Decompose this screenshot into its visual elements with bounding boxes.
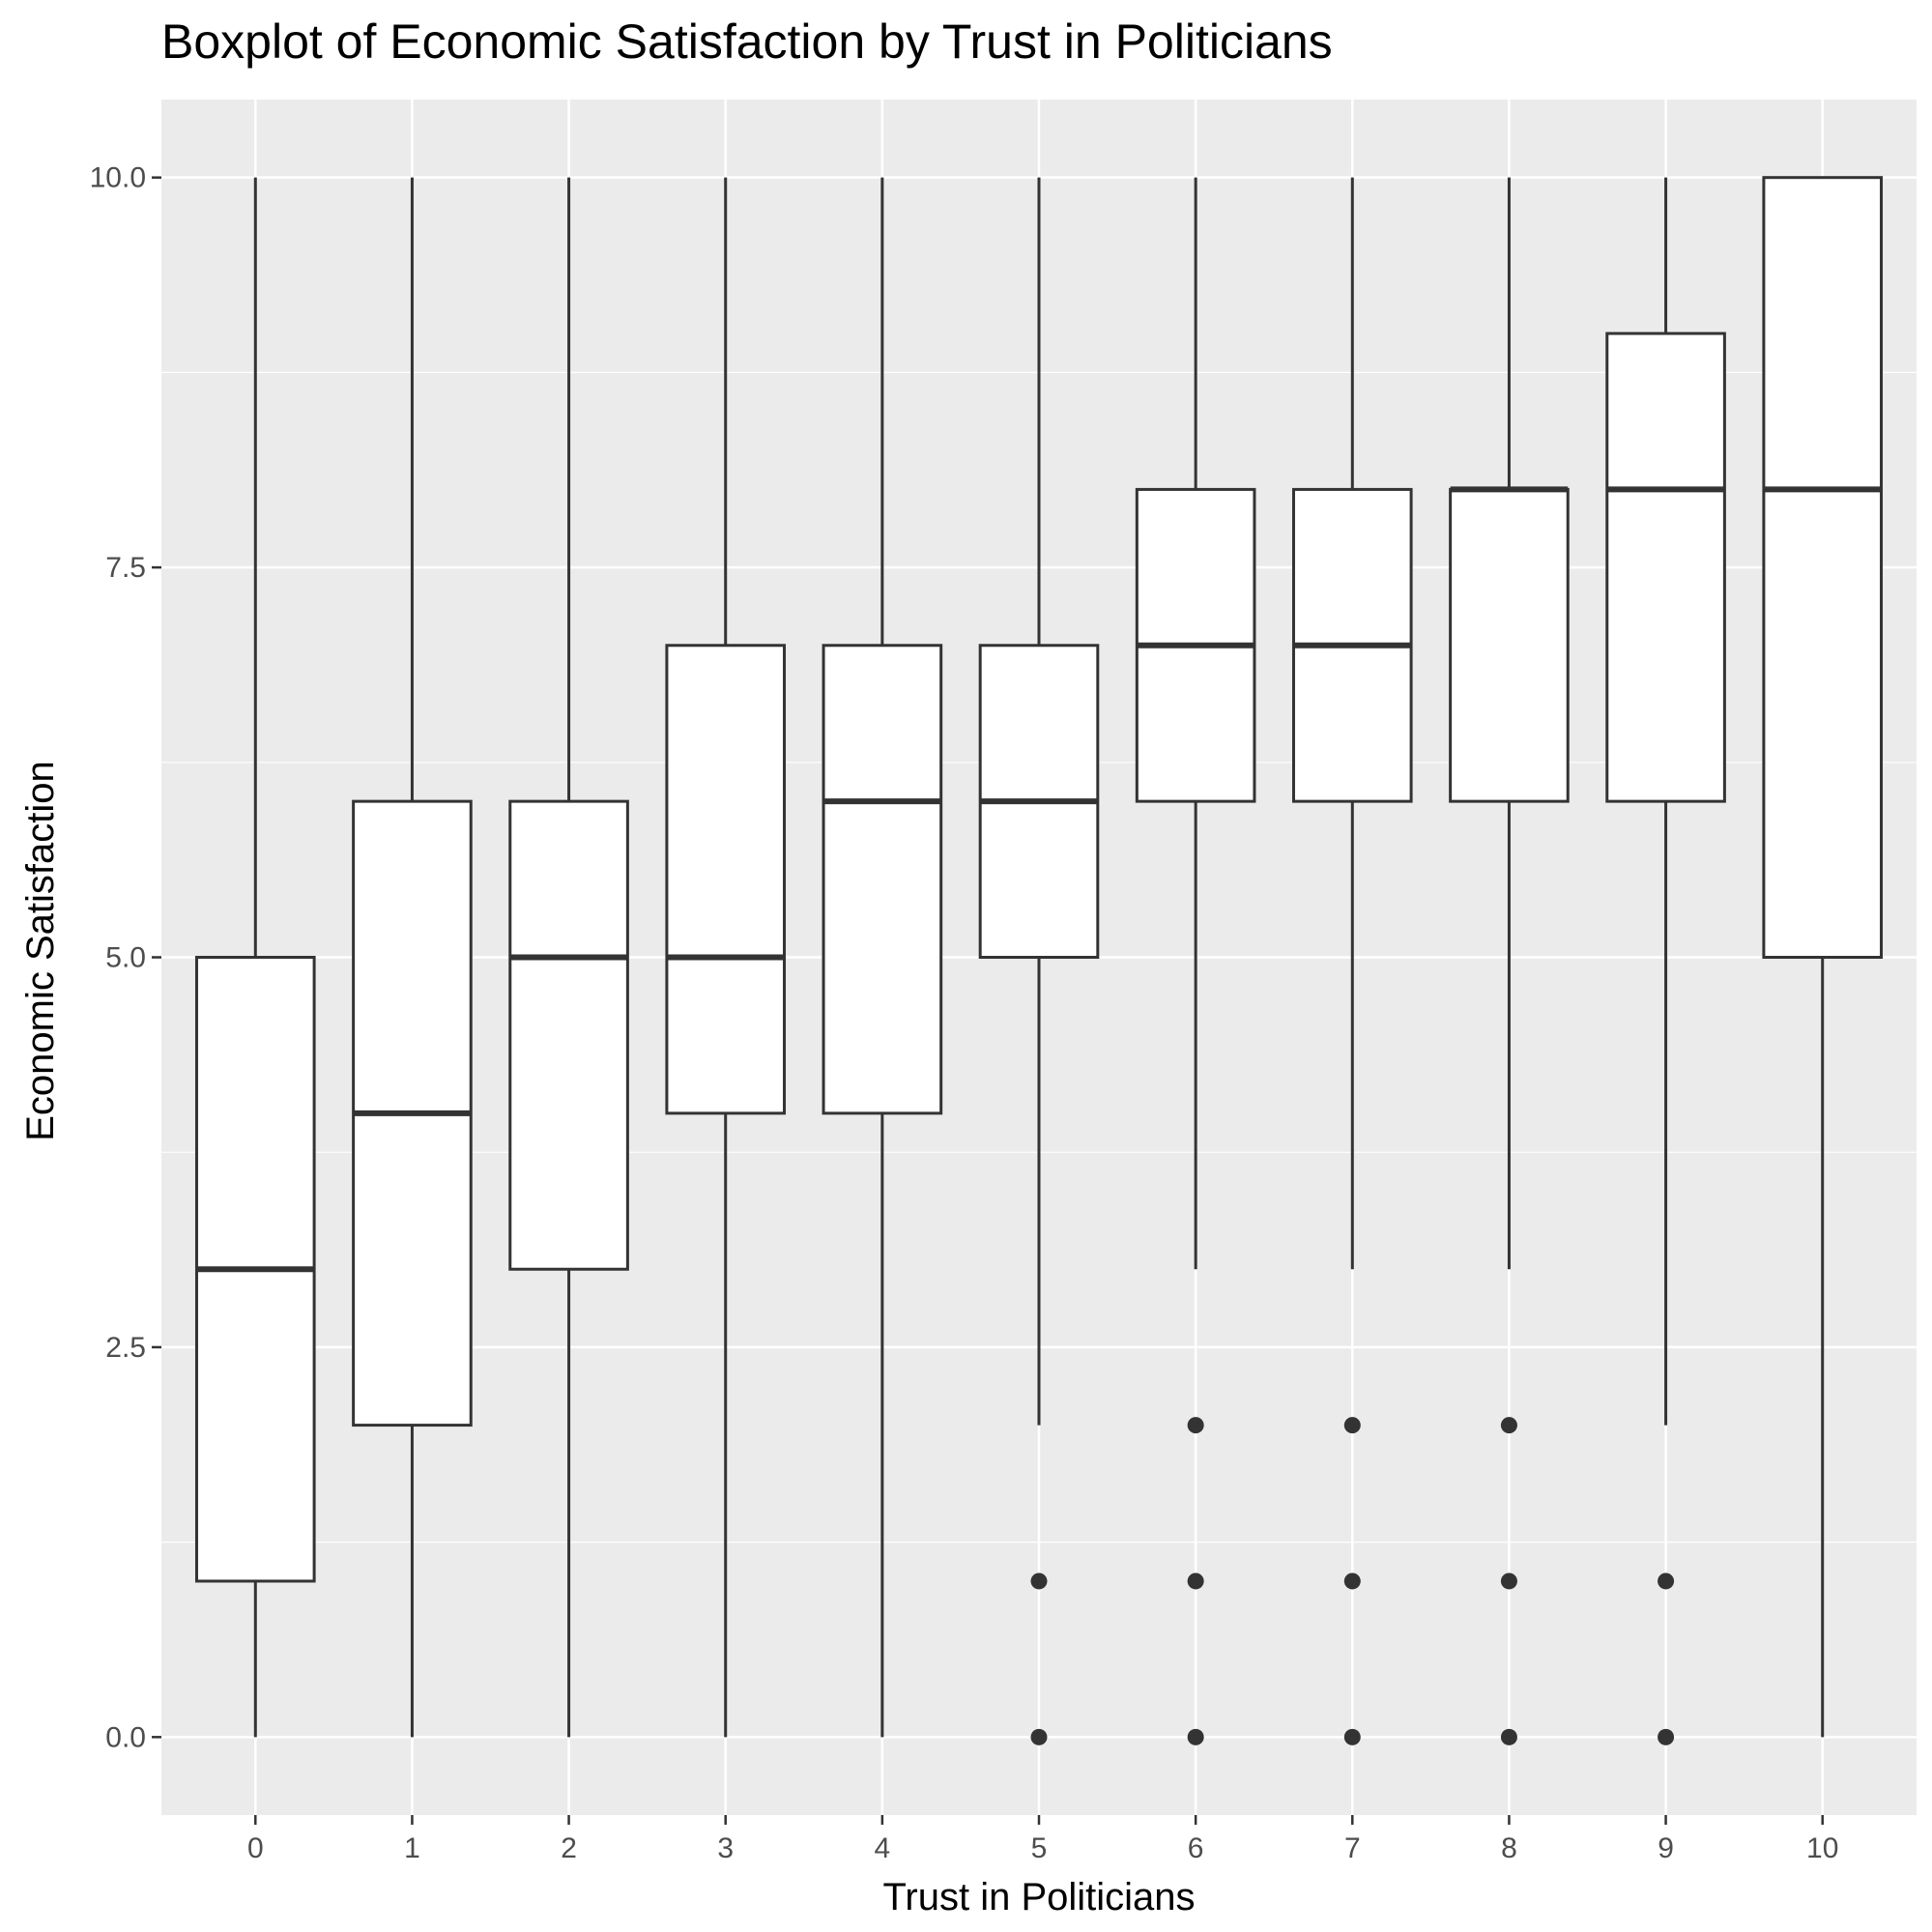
x-tick-label: 5 [1031, 1832, 1048, 1864]
outlier-point [1187, 1728, 1204, 1745]
box-3 [665, 177, 787, 1738]
outlier-point [1343, 1572, 1361, 1590]
x-tick-label: 0 [247, 1832, 264, 1864]
box-7 [1291, 177, 1413, 1745]
x-axis: 0 1 2 3 4 5 6 7 8 9 10 [247, 1815, 1838, 1864]
box-8 [1449, 177, 1570, 1745]
outlier-point [1187, 1417, 1204, 1434]
y-tick-label: 10.0 [90, 162, 146, 194]
x-axis-title: Trust in Politicians [882, 1876, 1195, 1918]
box-10 [1762, 176, 1884, 1738]
outlier-point [1500, 1728, 1517, 1745]
box-2 [508, 177, 629, 1738]
outlier-point [1500, 1572, 1517, 1590]
x-tick-label: 7 [1344, 1832, 1361, 1864]
y-tick-label: 5.0 [105, 942, 146, 974]
outlier-point [1500, 1417, 1517, 1434]
x-tick-label: 1 [404, 1832, 420, 1864]
box-1 [352, 177, 473, 1738]
box-iqr [1605, 332, 1726, 803]
x-tick-label: 4 [875, 1832, 891, 1864]
y-tick-label: 0.0 [105, 1721, 146, 1753]
outlier-point [1343, 1728, 1361, 1745]
outlier-point [1030, 1728, 1048, 1745]
box-iqr [665, 644, 787, 1115]
y-tick-label: 7.5 [105, 552, 146, 584]
outlier-point [1187, 1572, 1204, 1590]
y-axis: 0.0 2.5 5.0 7.5 10.0 [90, 162, 161, 1753]
x-tick-label: 6 [1188, 1832, 1204, 1864]
box-series [194, 176, 1884, 1745]
box-iqr [1449, 487, 1570, 803]
x-tick-label: 3 [717, 1832, 734, 1864]
box-iqr [822, 644, 943, 1115]
y-axis-title: Economic Satisfaction [19, 761, 62, 1141]
box-0 [194, 177, 316, 1738]
x-tick-label: 2 [561, 1832, 577, 1864]
box-iqr [508, 799, 629, 1271]
box-5 [978, 177, 1100, 1745]
outlier-point [1030, 1572, 1048, 1590]
box-6 [1135, 177, 1256, 1745]
x-tick-label: 8 [1501, 1832, 1517, 1864]
x-tick-label: 10 [1806, 1832, 1838, 1864]
y-tick-label: 2.5 [105, 1332, 146, 1364]
outlier-point [1658, 1728, 1675, 1745]
outlier-point [1658, 1572, 1675, 1590]
box-9 [1605, 177, 1726, 1745]
chart-title: Boxplot of Economic Satisfaction by Trus… [161, 14, 1333, 69]
box-iqr [1762, 176, 1884, 959]
outlier-point [1343, 1417, 1361, 1434]
box-4 [822, 177, 943, 1738]
x-tick-label: 9 [1658, 1832, 1674, 1864]
